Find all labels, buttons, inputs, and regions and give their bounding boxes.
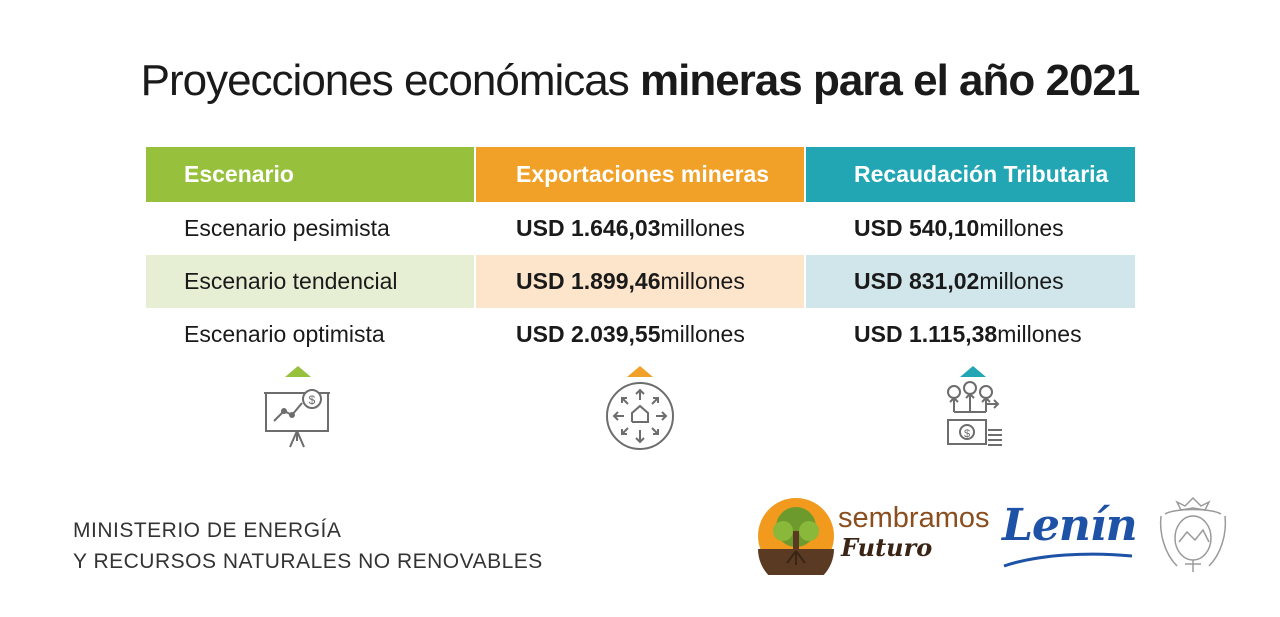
svg-text:$: $ — [964, 428, 970, 440]
title-bold: mineras para el año 2021 — [639, 56, 1140, 105]
tax-amount: USD 831,02 — [854, 268, 980, 294]
tax-unit: millones — [979, 268, 1064, 294]
futuro-logo-text: Futuro — [841, 533, 933, 562]
tax-amount: USD 540,10 — [854, 215, 980, 241]
tax-amount: USD 1.115,38 — [854, 321, 998, 347]
exports-cell: USD 1.646,03 millones — [476, 202, 804, 255]
presentation-chart-dollar-icon: $ — [264, 389, 330, 448]
sembramos-logo-text: sembramos — [838, 502, 990, 534]
ministry-line-2: Y RECURSOS NATURALES NO RENOVABLES — [73, 550, 543, 573]
orange-triangle-icon — [627, 366, 653, 377]
table-row: Escenario tendencial USD 1.899,46 millon… — [146, 255, 1135, 308]
header-exports: Exportaciones mineras — [476, 147, 804, 202]
house-arrows-circle-icon — [606, 382, 674, 450]
table-row: Escenario pesimista USD 1.646,03 millone… — [146, 202, 1135, 255]
exports-unit: millones — [660, 321, 745, 347]
exports-unit: millones — [660, 268, 745, 294]
exports-cell: USD 1.899,46 millones — [476, 255, 804, 308]
tax-cell: USD 831,02 millones — [806, 255, 1135, 308]
header-tax: Recaudación Tributaria — [806, 147, 1135, 202]
exports-amount: USD 1.899,46 — [516, 268, 661, 294]
exports-amount: USD 2.039,55 — [516, 321, 661, 347]
exports-unit: millones — [660, 215, 745, 241]
svg-text:$: $ — [309, 393, 316, 407]
scenario-cell: Escenario pesimista — [184, 215, 390, 241]
projections-table: Escenario Exportaciones mineras Recaudac… — [146, 147, 1135, 361]
money-distribution-icon: $ — [947, 381, 1002, 446]
green-triangle-icon — [285, 366, 311, 377]
header-scenario: Escenario — [146, 147, 474, 202]
tax-cell: USD 540,10 millones — [806, 202, 1135, 255]
table-row: Escenario optimista USD 2.039,55 millone… — [146, 308, 1135, 361]
ministry-name: MINISTERIO DE ENERGÍA Y RECURSOS NATURAL… — [73, 515, 543, 577]
tax-cell: USD 1.115,38 millones — [806, 308, 1135, 361]
ministry-line-1: MINISTERIO DE ENERGÍA — [73, 519, 342, 542]
exports-amount: USD 1.646,03 — [516, 215, 661, 241]
teal-triangle-icon — [960, 366, 986, 377]
table-header-row: Escenario Exportaciones mineras Recaudac… — [146, 147, 1135, 202]
lenin-logo-text: Lenín — [1002, 500, 1138, 551]
page-title: Proyecciones económicas mineras para el … — [0, 56, 1280, 106]
tax-unit: millones — [979, 215, 1064, 241]
tax-unit: millones — [997, 321, 1082, 347]
lenin-underline-swoosh-icon — [1003, 552, 1133, 568]
sembramos-tree-logo-icon — [758, 498, 834, 575]
scenario-cell: Escenario optimista — [184, 321, 385, 347]
scenario-cell: Escenario tendencial — [146, 255, 474, 308]
title-light: Proyecciones económicas — [140, 56, 640, 105]
exports-cell: USD 2.039,55 millones — [476, 308, 804, 361]
coat-of-arms-icon — [1159, 496, 1227, 572]
